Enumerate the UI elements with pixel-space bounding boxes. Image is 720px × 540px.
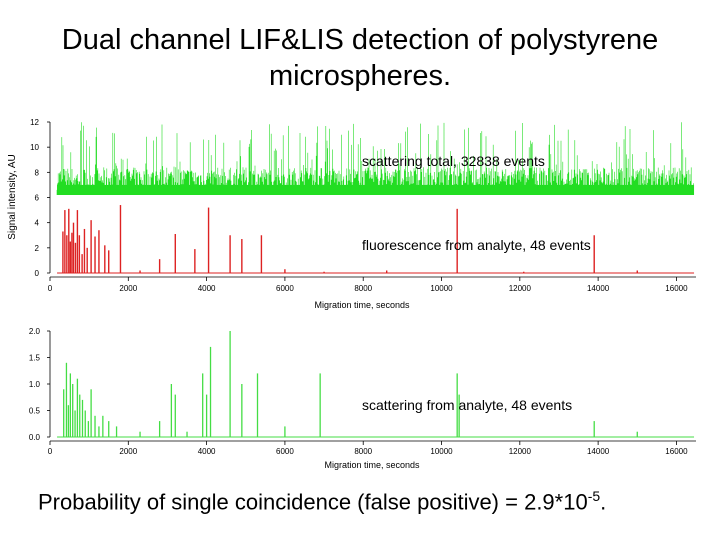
chart-bottom: 0.0 0.5 1.0 1.5 2.0 0 2000 4000 6000 8000 10000 120… (29, 327, 696, 470)
footer-text: Probability of single coincidence (false… (38, 489, 588, 515)
legend-scattering-total: scattering total, 32838 events (362, 153, 545, 169)
chart-bottom-xtick-label-7: 14000 (587, 447, 610, 456)
chart-bottom-xlabel: Migration time, seconds (324, 460, 420, 470)
chart-bottom-xtick-label-0: 0 (48, 447, 53, 456)
chart-top-ytick-label-5: 10 (30, 143, 39, 152)
chart-top-xtick-label-6: 12000 (509, 284, 532, 293)
chart-bottom-axes: 0.0 0.5 1.0 1.5 2.0 0 2000 4000 6000 8000 10000 120… (29, 327, 696, 456)
chart-top-xtick-label-4: 8000 (354, 284, 372, 293)
chart-bottom-ytick-label-0: 0.0 (29, 433, 41, 442)
chart-bottom-ytick-label-3: 1.5 (29, 354, 41, 363)
title-line-1: Dual channel LIF&LIS detection of polyst… (61, 24, 659, 56)
chart-top-ytick-label-2: 4 (35, 219, 40, 228)
chart-top-ytick-label-6: 12 (30, 118, 39, 127)
title-line-2: microspheres. (268, 60, 452, 92)
chart-bottom-xtick-label-6: 12000 (509, 447, 532, 456)
slide-title: Dual channel LIF&LIS detection of polyst… (0, 22, 720, 94)
chart-bottom-xtick-label-1: 2000 (119, 447, 137, 456)
chart-top-axes: 0 2 4 6 8 10 12 0 2000 4000 6000 8000 10000 12000 1400… (30, 118, 696, 293)
chart-top-xtick-label-5: 10000 (430, 284, 453, 293)
chart-bottom-xtick-label-5: 10000 (430, 447, 453, 456)
chart-top-ytick-label-3: 6 (35, 194, 40, 203)
chart-top-ytick-label-0: 0 (35, 269, 40, 278)
legend-scattering-analyte: scattering from analyte, 48 events (362, 397, 572, 413)
chart-top-xtick-label-1: 2000 (119, 284, 137, 293)
chart-top-xtick-label-7: 14000 (587, 284, 610, 293)
footer-probability: Probability of single coincidence (false… (38, 488, 606, 515)
chart-top-ytick-label-1: 2 (35, 244, 40, 253)
chart-bottom-ytick-label-4: 2.0 (29, 327, 41, 336)
chart-bottom-marks (57, 331, 695, 438)
chart-top: 0 2 4 6 8 10 12 0 2000 4000 6000 8000 10000 12000 1400… (7, 118, 696, 310)
chart-top-ytick-label-4: 8 (35, 168, 40, 177)
chart-top-xtick-label-2: 4000 (198, 284, 216, 293)
chart-bottom-xtick-label-3: 6000 (276, 447, 294, 456)
footer-exponent: -5 (587, 488, 601, 504)
scattering-total-trace (56, 122, 694, 195)
chart-top-xtick-label-3: 6000 (276, 284, 294, 293)
chart-top-marks (56, 122, 695, 274)
chart-top-ylabel: Signal intensity, AU (7, 154, 18, 239)
chart-top-xtick-label-0: 0 (48, 284, 53, 293)
chart-bottom-xtick-label-2: 4000 (198, 447, 216, 456)
chart-bottom-xtick-label-8: 16000 (665, 447, 688, 456)
chart-top-xtick-label-8: 16000 (665, 284, 688, 293)
chart-bottom-ytick-label-2: 1.0 (29, 380, 41, 389)
legend-fluorescence: fluorescence from analyte, 48 events (362, 237, 591, 253)
chart-bottom-xtick-label-4: 8000 (354, 447, 372, 456)
chart-top-xlabel: Migration time, seconds (314, 300, 410, 310)
chart-bottom-ytick-label-1: 0.5 (29, 407, 41, 416)
footer-period: . (600, 489, 607, 515)
